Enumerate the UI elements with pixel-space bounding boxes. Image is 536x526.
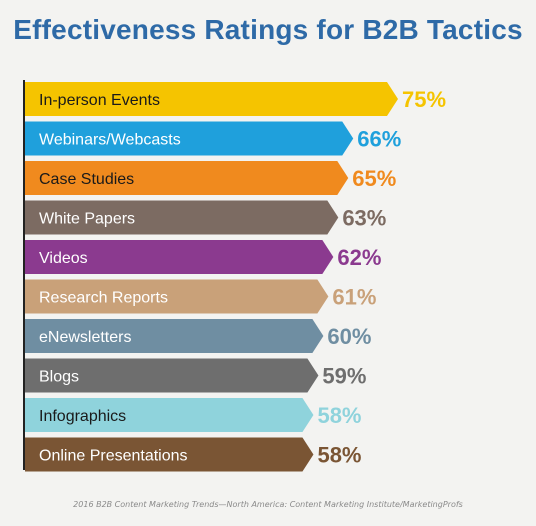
bar-group-case-studies: Case Studies 65% <box>25 161 396 195</box>
value-label-research-reports: 61% <box>332 285 376 310</box>
value-label-in-person-events: 75% <box>402 87 446 112</box>
bar-white-papers <box>25 200 339 235</box>
bar-group-white-papers: White Papers 63% <box>25 200 386 235</box>
bar-chart: In-person Events 75% Webinars/Webcasts 66% C… <box>25 82 446 472</box>
chart-title: Effectiveness Ratings for B2B Tactics <box>13 14 523 45</box>
value-label-enewsletters: 60% <box>327 324 371 349</box>
value-label-webinars-webcasts: 66% <box>357 127 401 152</box>
category-label-online-presentations: Online Presentations <box>39 448 188 465</box>
category-label-research-reports: Research Reports <box>39 290 168 307</box>
category-label-enewsletters: eNewsletters <box>39 329 131 346</box>
bar-group-blogs: Blogs 59% <box>25 358 366 393</box>
bar-infographics <box>25 398 314 432</box>
bar-group-webinars-webcasts: Webinars/Webcasts 66% <box>25 121 401 156</box>
bar-online-presentations <box>25 437 314 472</box>
bar-group-research-reports: Research Reports 61% <box>25 279 376 314</box>
category-label-case-studies: Case Studies <box>39 171 134 188</box>
category-label-infographics: Infographics <box>39 408 126 425</box>
value-label-videos: 62% <box>337 245 381 270</box>
category-axis-line <box>23 80 25 470</box>
bar-group-infographics: Infographics 58% <box>25 398 362 432</box>
bar-videos <box>25 240 334 274</box>
bar-case-studies <box>25 161 349 195</box>
bar-enewsletters <box>25 319 324 353</box>
category-label-webinars-webcasts: Webinars/Webcasts <box>39 132 181 149</box>
category-label-in-person-events: In-person Events <box>39 92 160 109</box>
bar-group-in-person-events: In-person Events 75% <box>25 82 446 116</box>
value-label-infographics: 58% <box>317 403 361 428</box>
bar-research-reports <box>25 279 329 314</box>
bar-group-enewsletters: eNewsletters 60% <box>25 319 371 353</box>
value-label-case-studies: 65% <box>352 166 396 191</box>
bar-group-online-presentations: Online Presentations 58% <box>25 437 362 472</box>
value-label-white-papers: 63% <box>342 206 386 231</box>
category-label-videos: Videos <box>39 250 88 267</box>
category-label-white-papers: White Papers <box>39 211 135 228</box>
value-label-online-presentations: 58% <box>317 443 361 468</box>
source-note: 2016 B2B Content Marketing Trends—North … <box>73 500 463 509</box>
category-label-blogs: Blogs <box>39 369 79 386</box>
bar-group-videos: Videos 62% <box>25 240 381 274</box>
bar-blogs <box>25 358 319 393</box>
value-label-blogs: 59% <box>322 364 366 389</box>
bar-in-person-events <box>25 82 398 116</box>
bar-webinars-webcasts <box>25 121 354 156</box>
